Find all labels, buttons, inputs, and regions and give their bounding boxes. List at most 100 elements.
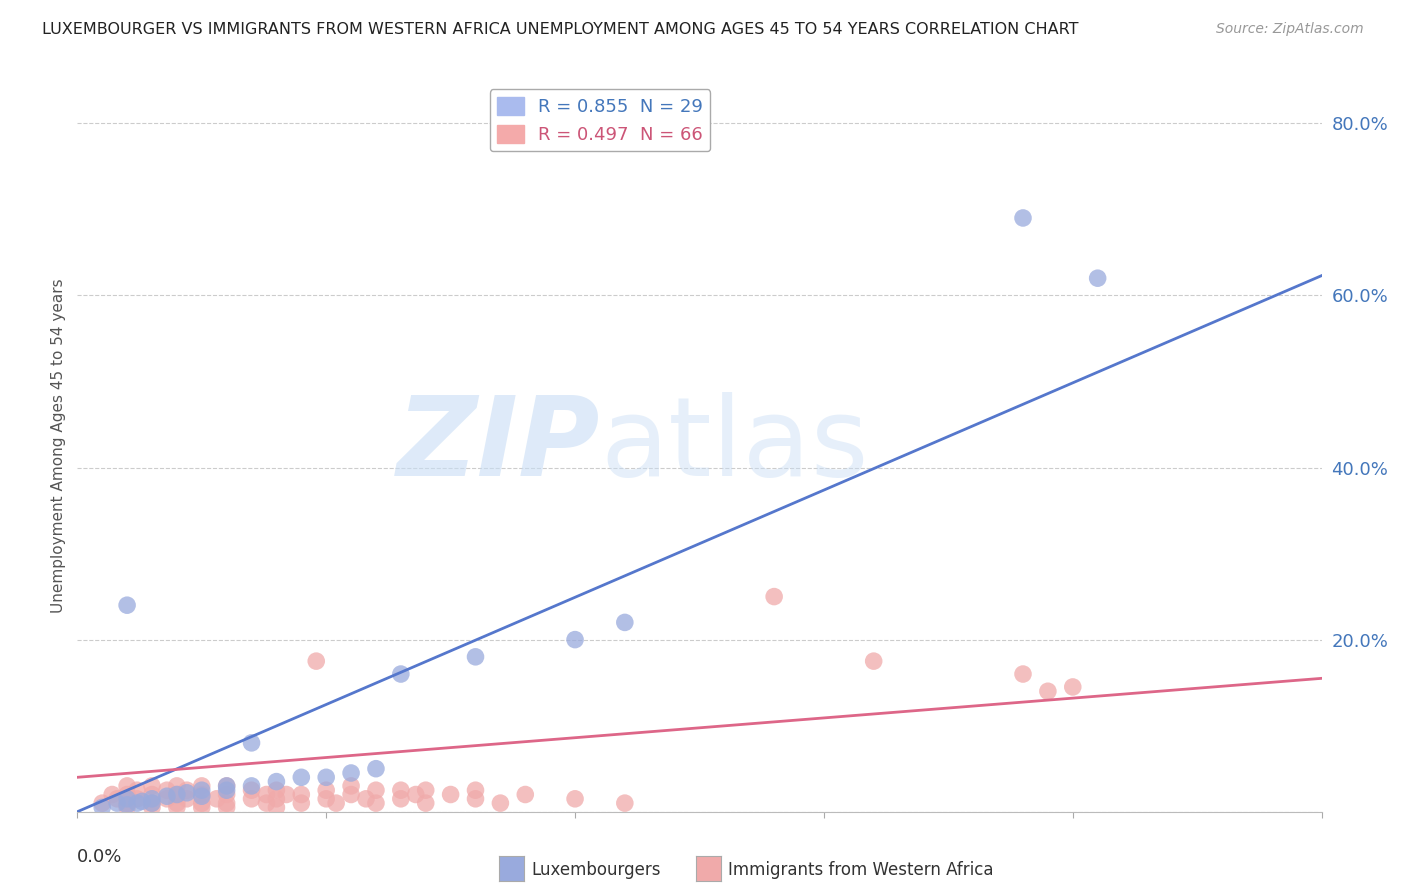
Point xyxy=(290,770,312,784)
Point xyxy=(240,779,263,793)
Legend: R = 0.855  N = 29, R = 0.497  N = 66: R = 0.855 N = 29, R = 0.497 N = 66 xyxy=(489,89,710,152)
Point xyxy=(276,788,298,802)
Point xyxy=(176,786,198,800)
Point xyxy=(613,796,636,810)
Point xyxy=(125,792,148,806)
Point xyxy=(515,788,537,802)
Text: LUXEMBOURGER VS IMMIGRANTS FROM WESTERN AFRICA UNEMPLOYMENT AMONG AGES 45 TO 54 : LUXEMBOURGER VS IMMIGRANTS FROM WESTERN … xyxy=(42,22,1078,37)
Point xyxy=(131,794,153,808)
Point xyxy=(176,783,198,797)
Y-axis label: Unemployment Among Ages 45 to 54 years: Unemployment Among Ages 45 to 54 years xyxy=(51,278,66,614)
Point xyxy=(290,796,312,810)
Point xyxy=(141,792,163,806)
Point xyxy=(489,796,512,810)
Point xyxy=(166,779,188,793)
Point xyxy=(266,774,288,789)
Point xyxy=(240,736,263,750)
Point xyxy=(101,788,124,802)
Point xyxy=(340,766,363,780)
Point xyxy=(340,788,363,802)
Point xyxy=(166,800,188,814)
Point xyxy=(191,796,214,810)
Point xyxy=(141,779,163,793)
Point xyxy=(389,667,412,681)
Point xyxy=(115,598,138,612)
Point xyxy=(763,590,786,604)
Point xyxy=(125,796,148,810)
Point xyxy=(266,800,288,814)
Point xyxy=(141,800,163,814)
Point xyxy=(191,779,214,793)
Point xyxy=(290,788,312,802)
Point xyxy=(115,796,138,810)
Point xyxy=(191,788,214,802)
Point xyxy=(464,783,486,797)
Text: Immigrants from Western Africa: Immigrants from Western Africa xyxy=(728,861,994,879)
Point xyxy=(205,792,228,806)
Point xyxy=(115,797,138,812)
Point xyxy=(215,796,238,810)
Point xyxy=(305,654,328,668)
Point xyxy=(91,796,114,810)
Text: Luxembourgers: Luxembourgers xyxy=(531,861,661,879)
Text: ZIP: ZIP xyxy=(396,392,600,500)
Point xyxy=(215,779,238,793)
Point xyxy=(141,796,163,810)
Point xyxy=(364,796,387,810)
Point xyxy=(315,792,337,806)
Point xyxy=(315,770,337,784)
Point xyxy=(105,792,128,806)
Point xyxy=(389,783,412,797)
Point xyxy=(240,792,263,806)
Point xyxy=(364,762,387,776)
Point xyxy=(256,788,278,802)
Point xyxy=(115,788,138,802)
Point xyxy=(1012,667,1035,681)
Point xyxy=(1036,684,1059,698)
Point xyxy=(415,783,437,797)
Point xyxy=(115,779,138,793)
Point xyxy=(564,792,586,806)
Point xyxy=(405,788,427,802)
Point xyxy=(215,783,238,797)
Point xyxy=(354,792,377,806)
Point xyxy=(191,800,214,814)
Point xyxy=(256,796,278,810)
Point xyxy=(464,792,486,806)
Point xyxy=(176,792,198,806)
Point xyxy=(141,796,163,810)
Point xyxy=(1012,211,1035,225)
Point xyxy=(266,783,288,797)
Point xyxy=(166,796,188,810)
Point xyxy=(156,783,179,797)
Point xyxy=(613,615,636,630)
Point xyxy=(564,632,586,647)
Point xyxy=(156,789,179,804)
Point xyxy=(215,779,238,793)
Point xyxy=(191,789,214,804)
Point xyxy=(440,788,463,802)
Point xyxy=(315,783,337,797)
Point xyxy=(215,788,238,802)
Point xyxy=(166,788,188,802)
Point xyxy=(1062,680,1084,694)
Point xyxy=(191,783,214,797)
Point xyxy=(415,796,437,810)
Text: Source: ZipAtlas.com: Source: ZipAtlas.com xyxy=(1216,22,1364,37)
Point xyxy=(340,779,363,793)
Point xyxy=(325,796,347,810)
Point xyxy=(166,788,188,802)
Point xyxy=(1087,271,1109,285)
Point xyxy=(141,788,163,802)
Point xyxy=(215,800,238,814)
Point xyxy=(156,792,179,806)
Point xyxy=(389,792,412,806)
Point xyxy=(115,800,138,814)
Point xyxy=(862,654,884,668)
Point xyxy=(464,649,486,664)
Point xyxy=(364,783,387,797)
Point xyxy=(115,792,138,806)
Text: 0.0%: 0.0% xyxy=(77,848,122,866)
Point xyxy=(240,783,263,797)
Point xyxy=(125,783,148,797)
